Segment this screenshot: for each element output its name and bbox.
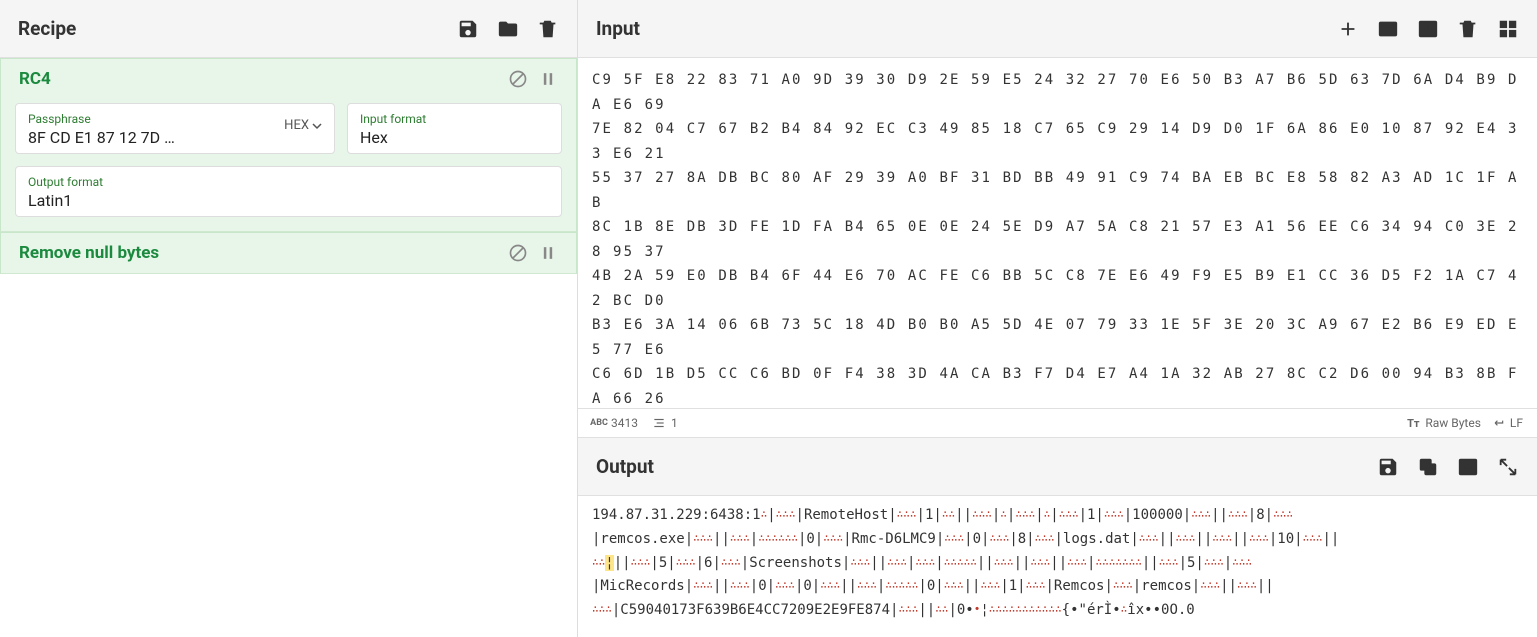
abc-icon: ABC <box>592 416 606 430</box>
lines-icon <box>652 416 666 430</box>
eol-selector[interactable]: LF <box>1491 416 1523 430</box>
passphrase-format-dropdown[interactable]: HEX <box>284 118 322 133</box>
input-text-area[interactable]: C9 5F E8 22 83 71 A0 9D 39 30 D9 2E 59 E… <box>578 58 1537 408</box>
input-status-bar: ABC 3413 1 Tт Raw Bytes LF <box>578 408 1537 438</box>
eol-value: LF <box>1510 416 1523 430</box>
input-title: Input <box>596 17 1337 40</box>
reset-layout-icon[interactable] <box>1497 18 1519 40</box>
encoding-selector[interactable]: Tт Raw Bytes <box>1406 416 1481 430</box>
replace-input-icon[interactable] <box>1457 456 1479 478</box>
open-folder-tab-icon[interactable] <box>1377 18 1399 40</box>
encoding-value: Raw Bytes <box>1425 416 1481 430</box>
pause-breakpoint-icon[interactable] <box>538 243 558 263</box>
pause-breakpoint-icon[interactable] <box>538 69 558 89</box>
input-format-field[interactable]: Input format Hex <box>347 103 562 154</box>
passphrase-field[interactable]: Passphrase 8F CD E1 87 12 7D … HEX <box>15 103 335 154</box>
recipe-title: Recipe <box>18 17 457 40</box>
tt-icon: Tт <box>1406 416 1420 430</box>
output-header: Output <box>578 438 1537 496</box>
input-format-value: Hex <box>360 128 549 147</box>
operation-title: Remove null bytes <box>19 243 498 263</box>
char-count-value: 3413 <box>611 416 638 430</box>
open-file-input-icon[interactable] <box>1417 18 1439 40</box>
passphrase-format-value: HEX <box>284 118 309 133</box>
load-recipe-folder-icon[interactable] <box>497 18 519 40</box>
input-header: Input <box>578 0 1537 58</box>
clear-input-trash-icon[interactable] <box>1457 18 1479 40</box>
return-icon <box>1491 416 1505 430</box>
char-count: ABC 3413 <box>592 416 638 430</box>
disable-operation-icon[interactable] <box>508 243 528 263</box>
disable-operation-icon[interactable] <box>508 69 528 89</box>
passphrase-value: 8F CD E1 87 12 7D … <box>28 128 322 147</box>
copy-output-icon[interactable] <box>1417 456 1439 478</box>
clear-recipe-trash-icon[interactable] <box>537 18 559 40</box>
operation-rc4: RC4 Passphrase 8F CD E1 87 12 7D … HEX I… <box>0 58 577 232</box>
save-recipe-icon[interactable] <box>457 18 479 40</box>
output-text-area[interactable]: 194.87.31.229:6438:1∴|∴∴∴|RemoteHost|∴∴∴… <box>578 496 1537 637</box>
save-output-icon[interactable] <box>1377 456 1399 478</box>
passphrase-label: Passphrase <box>28 112 322 126</box>
operation-remove-null-bytes: Remove null bytes <box>0 232 577 274</box>
output-format-field[interactable]: Output format Latin1 <box>15 166 562 217</box>
line-count-value: 1 <box>671 416 678 430</box>
output-format-value: Latin1 <box>28 191 549 210</box>
output-format-label: Output format <box>28 175 549 189</box>
output-title: Output <box>596 455 1377 478</box>
maximize-output-icon[interactable] <box>1497 456 1519 478</box>
recipe-header: Recipe <box>0 0 577 58</box>
line-count: 1 <box>652 416 678 430</box>
add-input-tab-icon[interactable] <box>1337 18 1359 40</box>
operation-title: RC4 <box>19 69 498 89</box>
input-format-label: Input format <box>360 112 549 126</box>
